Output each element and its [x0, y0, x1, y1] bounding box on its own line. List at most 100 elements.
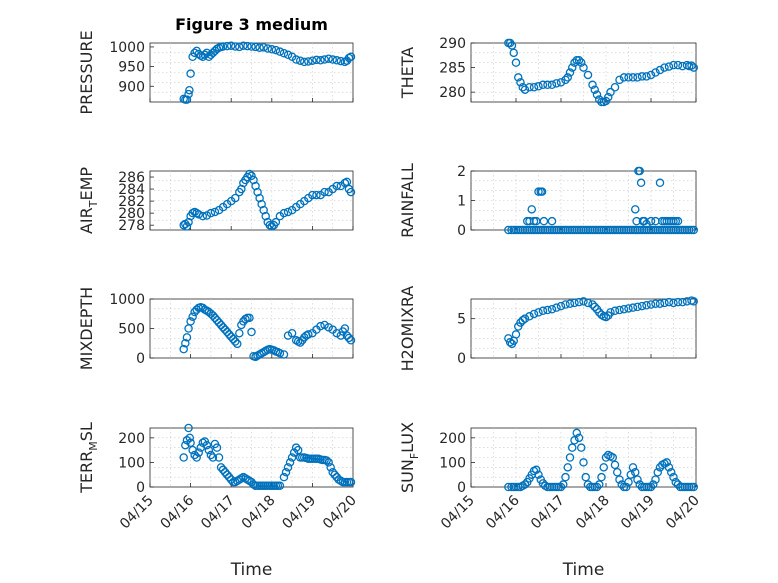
y-tick-label: 290 — [439, 36, 466, 52]
data-point — [216, 463, 226, 472]
data-point — [200, 50, 210, 60]
y-tick-label: 100 — [439, 455, 466, 471]
data-point — [220, 467, 230, 477]
data-point — [664, 463, 674, 472]
data-point — [233, 339, 242, 349]
data-point — [669, 472, 678, 482]
data-point — [279, 472, 289, 482]
y-axis-label: RAINFALL — [398, 163, 417, 238]
y-tick-label: 285 — [439, 61, 466, 77]
data-point — [291, 55, 301, 64]
data-point — [346, 52, 356, 62]
data-point — [263, 44, 272, 53]
data-point — [597, 472, 606, 482]
data-point — [283, 50, 293, 60]
data-point — [332, 181, 342, 191]
data-point — [631, 205, 640, 214]
y-tick-label: 286 — [118, 170, 145, 186]
data-point — [224, 472, 234, 482]
data-point — [245, 169, 254, 179]
data-point — [667, 467, 676, 477]
data-point — [577, 58, 586, 67]
data-points — [504, 428, 699, 492]
x-tick-label: 04/15 — [438, 493, 478, 533]
data-point — [194, 210, 203, 219]
data-point — [538, 306, 548, 316]
data-point — [561, 75, 570, 85]
data-point — [631, 467, 640, 477]
data-point — [181, 338, 190, 348]
data-point — [516, 78, 525, 87]
data-point — [275, 349, 285, 358]
data-point — [511, 58, 521, 67]
data-point — [565, 68, 575, 77]
y-axis-label: PRESSURE — [77, 30, 96, 114]
data-point — [218, 465, 228, 475]
data-point — [186, 317, 195, 326]
data-point — [243, 41, 252, 51]
data-point — [588, 300, 597, 309]
data-point — [525, 312, 534, 321]
data-point — [615, 305, 624, 315]
data-point — [673, 60, 683, 70]
data-point — [247, 171, 256, 181]
subplot-terrmsl: 0 100 200 04/15 04/16 04/17 04/18 04/19 04/20 TER… — [77, 422, 360, 580]
x-tick-label: 04/18 — [239, 493, 279, 533]
subplot-sunflux: 0 100 200 04/15 04/16 04/17 04/18 04/19 04/20 SUN… — [398, 422, 703, 580]
data-point — [208, 453, 218, 462]
data-point — [583, 298, 593, 308]
data-point — [646, 216, 656, 226]
y-tick-label: 280 — [118, 206, 145, 222]
data-point — [689, 63, 699, 72]
data-point — [610, 306, 620, 316]
data-point — [182, 95, 192, 104]
data-point — [295, 338, 305, 347]
y-tick-label: 5 — [457, 312, 466, 328]
data-point — [660, 63, 669, 72]
y-tick-label: 900 — [118, 79, 145, 95]
data-point — [255, 43, 264, 52]
data-point — [570, 436, 579, 445]
data-point — [324, 54, 333, 63]
data-point — [304, 330, 313, 339]
data-point — [574, 297, 584, 307]
y-axis-label-main: H2OMIXRA — [398, 286, 417, 372]
data-point — [287, 453, 297, 462]
data-point — [320, 55, 329, 64]
data-point — [267, 45, 277, 54]
y-tick-label: 0 — [136, 351, 145, 367]
data-point — [534, 308, 543, 317]
y-axis-label-main: THETA — [398, 47, 417, 99]
data-point — [619, 73, 629, 82]
data-point — [529, 309, 539, 319]
y-axis-label: THETA — [398, 47, 417, 99]
data-point — [537, 187, 547, 196]
data-point — [543, 80, 552, 90]
data-point — [592, 482, 602, 492]
data-point — [304, 57, 313, 66]
data-point — [222, 41, 232, 51]
data-point — [633, 475, 642, 484]
data-point — [547, 216, 557, 226]
data-point — [592, 90, 602, 99]
data-point — [235, 42, 244, 52]
data-point — [633, 73, 642, 82]
data-point — [214, 453, 224, 462]
data-point — [186, 438, 195, 447]
y-axis-label-main: MIXDEPTH — [77, 287, 96, 370]
data-point — [184, 423, 193, 433]
data-point — [336, 56, 346, 66]
data-point — [525, 83, 534, 92]
grid-lines — [150, 171, 353, 230]
data-point — [295, 56, 305, 65]
data-point — [689, 297, 699, 306]
data-point — [561, 300, 570, 309]
y-axis-label-main: RAINFALL — [398, 163, 417, 238]
data-point — [547, 80, 557, 90]
data-point — [563, 463, 573, 472]
x-tick-label: 04/17 — [198, 493, 238, 533]
data-point — [188, 312, 197, 321]
data-point — [642, 301, 651, 310]
